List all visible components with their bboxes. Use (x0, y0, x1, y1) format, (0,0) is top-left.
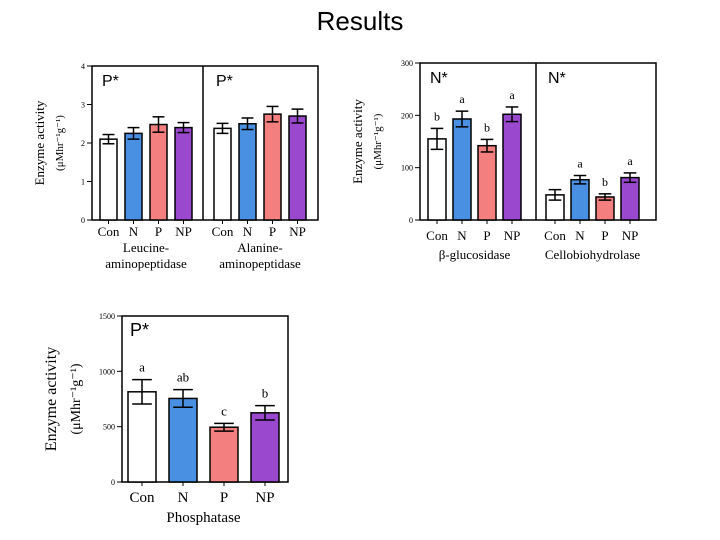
significance-letter: b (434, 109, 440, 123)
y-tick-label: 0 (409, 216, 413, 225)
significance-letter: b (602, 175, 608, 189)
y-axis-title: Enzyme activity (32, 100, 47, 185)
category-label: P (269, 224, 276, 239)
y-tick-label: 1500 (99, 312, 115, 321)
slide-title: Results (316, 6, 404, 36)
group-label: Cellobiohydrolase (545, 247, 641, 262)
bar-p (209, 426, 239, 483)
category-label: Con (544, 228, 566, 243)
category-label: NP (504, 228, 521, 243)
y-axis-title: Enzyme activity (43, 347, 60, 451)
y-tick-label: 1000 (99, 367, 115, 376)
group-annotation: N* (548, 70, 566, 87)
significance-letter: a (577, 157, 583, 171)
group-annotation: P* (130, 320, 149, 340)
group-label: β-glucosidase (439, 247, 511, 262)
plot-frame (419, 62, 657, 221)
group-label: aminopeptidase (105, 256, 187, 271)
y-tick-label: 200 (401, 111, 413, 120)
category-label: NP (289, 224, 306, 239)
y-tick-label: 100 (401, 164, 413, 173)
group-label: aminopeptidase (219, 256, 301, 271)
significance-letter: a (139, 360, 145, 375)
y-tick-label: 2 (81, 139, 85, 148)
significance-letter: a (459, 92, 465, 106)
category-label: N (243, 224, 253, 239)
significance-letter: b (484, 120, 490, 134)
category-label: N (178, 490, 189, 506)
category-label: Con (212, 224, 234, 239)
category-label: Con (98, 224, 120, 239)
y-axis-title: Enzyme activity (350, 99, 365, 184)
category-label: NP (622, 228, 639, 243)
y-axis-unit: (μMhr⁻¹g⁻¹) (372, 113, 384, 169)
category-label: P (483, 228, 490, 243)
category-label: N (129, 224, 139, 239)
y-axis-unit: (μMhr⁻¹g⁻¹) (69, 363, 84, 434)
category-label: P (220, 490, 228, 506)
group-annotation: P* (102, 73, 119, 90)
plot-frame (121, 315, 289, 483)
group-label: Alanine- (237, 240, 282, 255)
category-label: NP (255, 490, 274, 506)
y-tick-label: 300 (401, 59, 413, 68)
significance-letter: a (509, 88, 515, 102)
group-label: Phosphatase (166, 510, 241, 526)
significance-letter: c (221, 403, 227, 418)
category-label: P (155, 224, 162, 239)
y-tick-label: 500 (103, 423, 115, 432)
bar-n (168, 397, 198, 483)
y-tick-label: 4 (81, 62, 85, 71)
y-axis-unit: (μMhr⁻¹g⁻¹) (54, 115, 66, 171)
significance-letter: a (627, 154, 633, 168)
category-label: P (601, 228, 608, 243)
category-label: N (575, 228, 585, 243)
significance-letter: ab (177, 370, 189, 385)
group-annotation: P* (216, 73, 233, 90)
y-tick-label: 3 (81, 101, 85, 110)
category-label: Con (426, 228, 448, 243)
bar-con (127, 391, 157, 483)
category-label: Con (129, 490, 155, 506)
y-tick-label: 0 (111, 478, 115, 487)
y-tick-label: 0 (81, 216, 85, 225)
category-label: N (457, 228, 467, 243)
category-label: NP (175, 224, 192, 239)
group-label: Leucine- (123, 240, 169, 255)
group-annotation: N* (430, 70, 448, 87)
significance-letter: b (262, 386, 269, 401)
y-tick-label: 1 (81, 178, 85, 187)
bar-np (250, 412, 280, 483)
